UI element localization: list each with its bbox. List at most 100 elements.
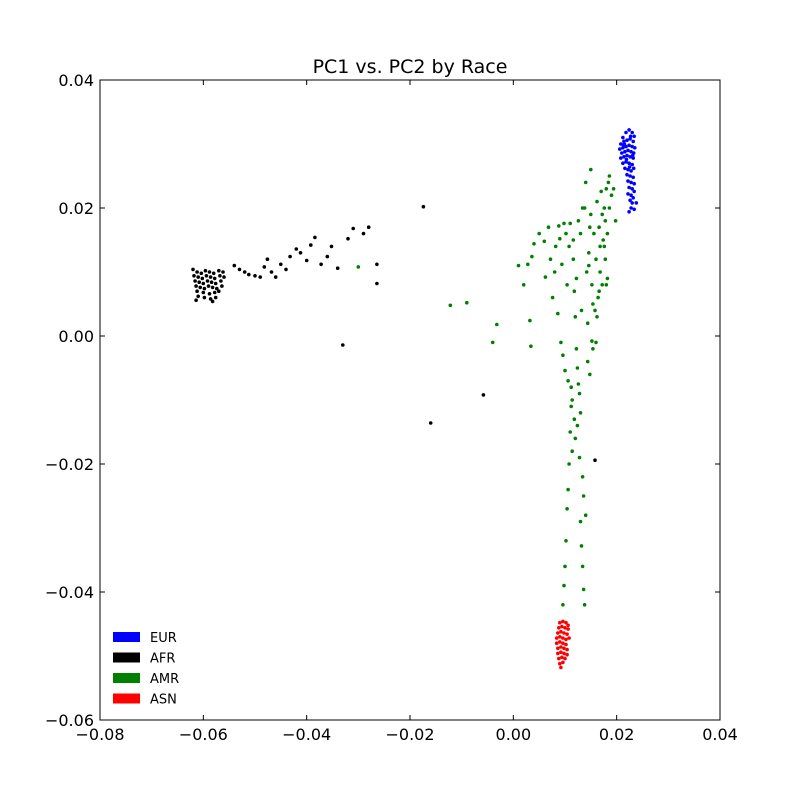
- data-point: [632, 134, 636, 139]
- data-point: [207, 292, 212, 296]
- data-point: [201, 290, 206, 295]
- data-point: [564, 231, 568, 236]
- data-point: [557, 656, 561, 661]
- data-point: [582, 603, 587, 607]
- data-point: [202, 286, 207, 291]
- data-point: [273, 275, 278, 279]
- data-point: [557, 224, 561, 228]
- data-point: [600, 212, 604, 217]
- data-point: [562, 631, 566, 635]
- data-point: [603, 219, 608, 223]
- data-point: [630, 153, 635, 158]
- data-point: [594, 257, 598, 262]
- ticks-layer: −0.08 −0.06 −0.04 −0.02 0.00 0.02 0.04−0.06−0.…: [45, 71, 738, 744]
- legend-label-afr: AFR: [150, 652, 175, 667]
- data-point: [590, 339, 594, 343]
- data-point: [528, 318, 532, 323]
- data-point: [576, 382, 581, 386]
- data-point: [561, 619, 565, 624]
- data-point: [560, 624, 564, 629]
- data-point: [200, 276, 205, 281]
- data-point: [629, 206, 633, 210]
- data-point: [195, 270, 199, 274]
- plot-frame: [99, 79, 721, 721]
- data-point: [192, 274, 196, 278]
- data-point: [294, 247, 299, 251]
- data-point: [565, 632, 569, 636]
- data-point: [602, 244, 607, 249]
- data-point: [218, 274, 222, 278]
- y-tick-label: −0.06: [45, 711, 94, 730]
- data-point: [554, 641, 559, 645]
- x-tick-label: −0.08: [75, 725, 124, 744]
- data-point: [558, 620, 562, 625]
- data-point: [329, 244, 334, 249]
- data-point: [563, 656, 567, 661]
- data-point: [258, 275, 263, 279]
- data-point: [625, 138, 629, 142]
- data-point: [567, 636, 571, 640]
- data-point: [219, 279, 223, 283]
- data-point: [591, 302, 595, 306]
- data-point: [565, 283, 569, 287]
- data-point: [325, 254, 330, 259]
- series-amr: [356, 167, 618, 607]
- data-point: [565, 652, 569, 657]
- data-point: [279, 262, 283, 267]
- data-point: [618, 147, 622, 151]
- data-point: [588, 372, 592, 377]
- data-point: [621, 143, 626, 148]
- x-tick-label: 0.02: [599, 725, 635, 744]
- data-point: [232, 263, 237, 268]
- data-point: [465, 300, 469, 305]
- data-point: [208, 297, 213, 301]
- data-point: [559, 645, 563, 649]
- data-point: [613, 219, 618, 223]
- data-point: [193, 279, 197, 283]
- data-point: [556, 646, 560, 651]
- data-point: [596, 295, 600, 300]
- data-point: [580, 564, 585, 569]
- series-eur: [618, 128, 639, 214]
- data-point: [604, 187, 609, 191]
- data-point: [574, 347, 579, 351]
- data-point: [356, 265, 361, 269]
- data-point: [567, 244, 571, 249]
- data-point: [568, 221, 572, 226]
- data-point: [626, 192, 630, 196]
- data-point: [631, 175, 635, 180]
- data-point: [577, 455, 582, 460]
- data-point: [589, 167, 593, 172]
- data-point: [581, 494, 586, 498]
- data-point: [561, 660, 565, 665]
- data-point: [585, 321, 590, 326]
- data-point: [605, 231, 610, 236]
- data-point: [626, 167, 630, 172]
- data-point: [211, 271, 216, 276]
- data-point: [572, 289, 577, 294]
- data-point: [448, 303, 453, 308]
- y-tick-label: 0.00: [58, 327, 94, 346]
- data-point: [565, 507, 569, 511]
- data-point: [207, 270, 212, 274]
- data-point: [628, 174, 632, 178]
- data-point: [210, 299, 215, 304]
- data-point: [196, 294, 200, 299]
- data-point: [196, 275, 200, 279]
- data-point: [624, 130, 628, 135]
- data-point: [550, 295, 555, 300]
- x-tick-label: 0.00: [496, 725, 532, 744]
- data-point: [559, 650, 563, 654]
- data-point: [627, 210, 631, 214]
- chart-title: PC1 vs. PC2 by Race: [313, 56, 508, 78]
- data-point: [630, 201, 634, 205]
- data-point: [631, 139, 635, 144]
- data-point: [566, 623, 570, 628]
- data-point: [629, 180, 633, 185]
- data-point: [629, 193, 633, 197]
- data-point: [611, 187, 616, 191]
- data-point: [598, 244, 602, 249]
- data-point: [589, 212, 593, 217]
- data-point: [599, 189, 603, 194]
